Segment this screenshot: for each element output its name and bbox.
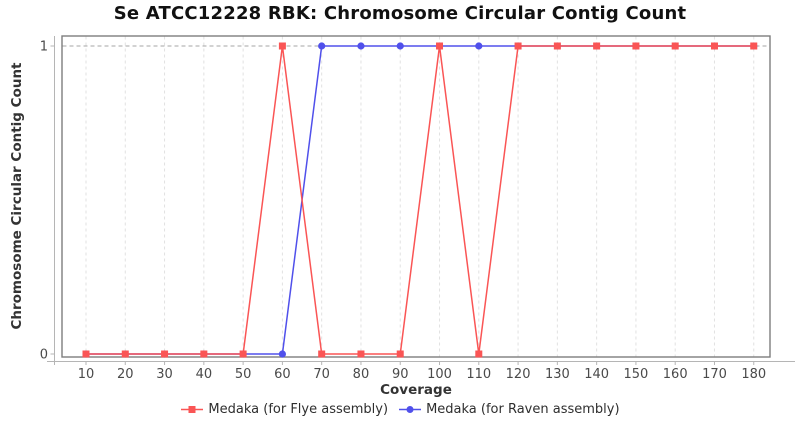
series-marker-square [161,350,169,358]
series-marker-circle [475,42,483,50]
series-line-0 [86,45,754,355]
series-marker-square [200,350,208,358]
legend-circle-marker-icon [399,406,422,413]
x-tick-label: 10 [78,367,95,382]
series-marker-square [593,42,601,50]
x-tick-label: 60 [274,367,291,382]
series-marker-square [671,42,679,50]
panel-border [61,35,771,358]
y-tick-label: 1 [40,40,48,55]
series-marker-square [475,350,483,358]
chart-title: Se ATCC12228 RBK: Chromosome Circular Co… [113,3,687,24]
series-marker-square [710,42,718,50]
series-marker-square [553,42,561,50]
series-marker-square [514,42,522,50]
x-tick-label: 100 [427,367,452,382]
series-marker-circle [396,42,404,50]
x-tick-label: 40 [196,367,213,382]
series-marker-circle [318,42,326,50]
x-tick-label: 50 [235,367,252,382]
series-marker-square [121,350,129,358]
x-tick-label: 20 [117,367,134,382]
series-marker-square [318,350,326,358]
x-tick-label: 160 [663,367,688,382]
x-tick-label: 90 [392,367,409,382]
series-marker-square [750,42,758,50]
series-marker-square [278,42,286,50]
series-marker-square [436,42,444,50]
x-axis-label: Coverage [380,382,452,398]
legend-square-marker-icon [181,406,204,413]
series-marker-square [396,350,404,358]
x-tick-label: 130 [545,367,570,382]
series-marker-circle [357,42,365,50]
legend-item-raven: Medaka (for Raven assembly) [398,402,620,417]
x-tick-label: 80 [353,367,370,382]
legend-label-raven: Medaka (for Raven assembly) [426,402,620,417]
x-tick-label: 110 [466,367,491,382]
legend: Medaka (for Flye assembly) Medaka (for R… [0,402,800,417]
legend-label-flye: Medaka (for Flye assembly) [208,402,389,417]
legend-item-flye: Medaka (for Flye assembly) [180,402,388,417]
x-tick-label: 170 [702,367,727,382]
series-marker-square [357,350,365,358]
y-tick-label: 0 [40,348,48,363]
x-tick-label: 70 [313,367,330,382]
x-tick-label: 180 [741,367,766,382]
series-marker-square [82,350,90,358]
x-tick-label: 140 [584,367,609,382]
x-tick-label: 120 [506,367,531,382]
y-axis-label: Chromosome Circular Contig Count [9,62,25,330]
series-marker-circle [278,350,286,358]
x-tick-label: 30 [156,367,173,382]
x-tick-label: 150 [624,367,649,382]
series-marker-square [239,350,247,358]
series-marker-square [632,42,640,50]
